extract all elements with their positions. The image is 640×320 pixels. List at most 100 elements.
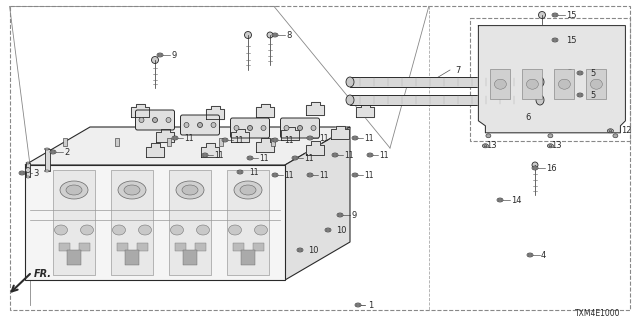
Ellipse shape bbox=[139, 117, 144, 123]
Ellipse shape bbox=[152, 57, 159, 63]
Ellipse shape bbox=[337, 213, 343, 217]
Ellipse shape bbox=[294, 157, 296, 159]
Polygon shape bbox=[560, 85, 580, 105]
Polygon shape bbox=[25, 127, 350, 165]
Text: 6: 6 bbox=[525, 113, 531, 122]
Text: 10: 10 bbox=[308, 245, 319, 254]
Text: 2: 2 bbox=[64, 148, 69, 156]
Bar bbox=[45, 149, 49, 171]
Ellipse shape bbox=[247, 156, 253, 160]
Bar bbox=[115, 138, 118, 146]
Ellipse shape bbox=[138, 225, 152, 235]
Ellipse shape bbox=[486, 134, 491, 138]
Ellipse shape bbox=[527, 253, 533, 257]
Polygon shape bbox=[25, 165, 285, 280]
Bar bbox=[166, 138, 170, 146]
Ellipse shape bbox=[244, 31, 252, 38]
Ellipse shape bbox=[54, 225, 67, 235]
Bar bbox=[195, 243, 206, 251]
Ellipse shape bbox=[346, 77, 354, 87]
Text: 11: 11 bbox=[284, 135, 294, 145]
Ellipse shape bbox=[333, 154, 337, 156]
Bar bbox=[111, 170, 153, 275]
Ellipse shape bbox=[248, 157, 252, 159]
Ellipse shape bbox=[538, 12, 545, 19]
Ellipse shape bbox=[248, 125, 253, 131]
Text: 5: 5 bbox=[590, 68, 595, 77]
Ellipse shape bbox=[66, 185, 82, 195]
Ellipse shape bbox=[311, 125, 316, 131]
FancyBboxPatch shape bbox=[280, 118, 319, 138]
Ellipse shape bbox=[332, 153, 338, 157]
Text: 11: 11 bbox=[364, 171, 374, 180]
Ellipse shape bbox=[497, 198, 503, 202]
Polygon shape bbox=[156, 129, 174, 141]
Bar bbox=[241, 250, 255, 265]
Text: 11: 11 bbox=[234, 135, 243, 145]
Text: 16: 16 bbox=[546, 164, 557, 172]
Bar bbox=[175, 243, 186, 251]
Text: 11: 11 bbox=[364, 133, 374, 142]
Bar bbox=[63, 138, 67, 146]
FancyBboxPatch shape bbox=[180, 115, 220, 135]
Ellipse shape bbox=[536, 77, 544, 87]
Bar bbox=[183, 250, 197, 265]
Ellipse shape bbox=[613, 134, 618, 138]
Ellipse shape bbox=[113, 225, 125, 235]
Ellipse shape bbox=[118, 181, 146, 199]
Ellipse shape bbox=[346, 95, 354, 105]
Ellipse shape bbox=[223, 139, 227, 141]
Ellipse shape bbox=[173, 137, 177, 139]
Ellipse shape bbox=[577, 71, 583, 75]
Ellipse shape bbox=[308, 174, 312, 176]
Bar bbox=[125, 250, 139, 265]
Bar bbox=[59, 243, 70, 251]
Text: 9: 9 bbox=[351, 211, 356, 220]
Ellipse shape bbox=[26, 162, 30, 164]
Ellipse shape bbox=[19, 171, 25, 175]
Polygon shape bbox=[331, 125, 349, 139]
Polygon shape bbox=[256, 103, 274, 116]
Ellipse shape bbox=[255, 225, 268, 235]
Ellipse shape bbox=[60, 181, 88, 199]
Ellipse shape bbox=[228, 225, 241, 235]
Ellipse shape bbox=[568, 92, 573, 98]
Ellipse shape bbox=[51, 151, 54, 153]
Ellipse shape bbox=[499, 199, 502, 201]
Text: 13: 13 bbox=[486, 141, 497, 150]
FancyBboxPatch shape bbox=[136, 110, 175, 130]
Text: 11: 11 bbox=[319, 133, 328, 142]
Text: TXM4E1000: TXM4E1000 bbox=[575, 308, 620, 317]
Ellipse shape bbox=[494, 79, 506, 89]
Ellipse shape bbox=[554, 39, 557, 41]
Polygon shape bbox=[256, 138, 274, 152]
Polygon shape bbox=[201, 143, 219, 157]
Ellipse shape bbox=[176, 181, 204, 199]
Ellipse shape bbox=[239, 171, 241, 173]
Text: 4: 4 bbox=[541, 251, 547, 260]
Bar bbox=[117, 243, 128, 251]
Ellipse shape bbox=[204, 154, 207, 156]
Ellipse shape bbox=[554, 14, 557, 16]
Ellipse shape bbox=[272, 33, 278, 37]
Bar bbox=[522, 69, 543, 99]
Text: 11: 11 bbox=[249, 167, 259, 177]
Text: 9: 9 bbox=[171, 51, 176, 60]
Bar bbox=[79, 243, 90, 251]
Polygon shape bbox=[131, 103, 149, 116]
Bar bbox=[53, 170, 95, 275]
Ellipse shape bbox=[552, 38, 558, 42]
Ellipse shape bbox=[532, 162, 538, 168]
Ellipse shape bbox=[579, 72, 582, 74]
Text: 13: 13 bbox=[552, 141, 562, 150]
Ellipse shape bbox=[355, 303, 361, 307]
Ellipse shape bbox=[26, 167, 31, 172]
Text: 11: 11 bbox=[214, 150, 223, 159]
Ellipse shape bbox=[483, 144, 488, 148]
Text: 7: 7 bbox=[455, 66, 460, 75]
Polygon shape bbox=[306, 141, 324, 155]
Text: 15: 15 bbox=[566, 11, 577, 20]
Ellipse shape bbox=[124, 185, 140, 195]
Ellipse shape bbox=[152, 117, 157, 123]
Ellipse shape bbox=[298, 125, 303, 131]
